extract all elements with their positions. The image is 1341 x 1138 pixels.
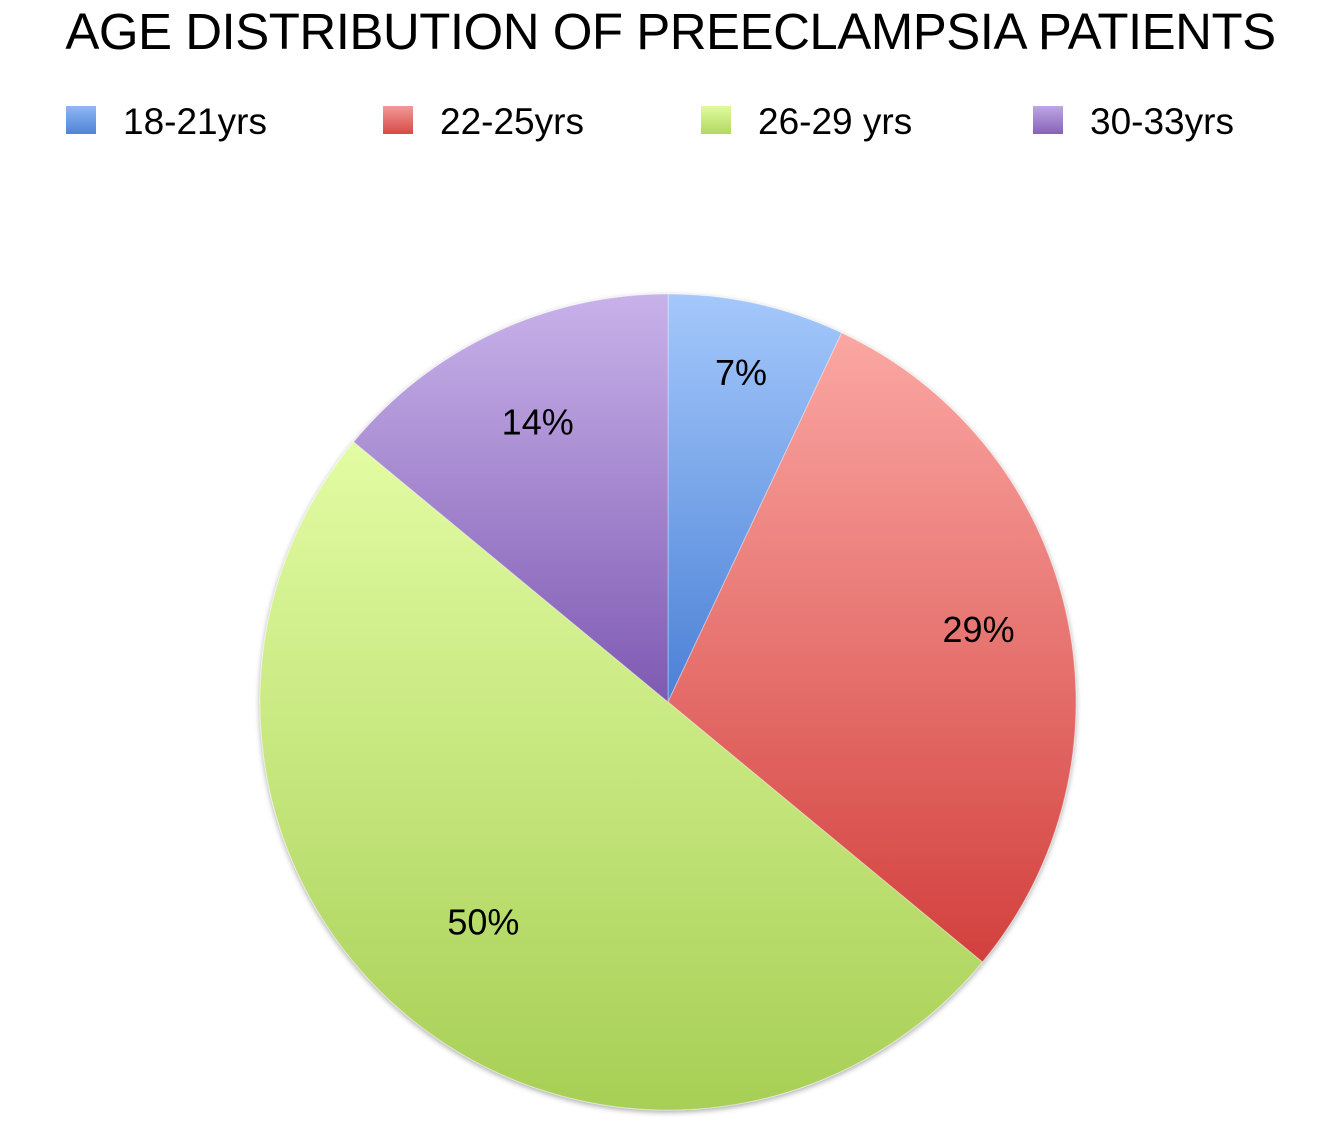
legend-label-22-25: 22-25yrs [440, 101, 584, 142]
legend: 18-21yrs 22-25yrs 26-29 yrs 30-33yrs [0, 100, 1341, 148]
pie-slice-18-21yrs [667, 293, 843, 703]
legend-label-30-33: 30-33yrs [1090, 101, 1234, 142]
legend-swatch-22-25 [383, 106, 413, 134]
pie-labels: 7% 29% 50% 14% [447, 352, 1014, 943]
data-label-26-29yrs: 50% [447, 902, 519, 943]
legend-label-26-29: 26-29 yrs [758, 101, 913, 142]
legend-swatch-26-29 [701, 106, 731, 134]
pie-slice-30-33yrs [352, 293, 669, 704]
legend-label-18-21: 18-21yrs [123, 101, 267, 142]
data-label-22-25yrs: 29% [943, 609, 1015, 650]
data-label-30-33yrs: 14% [502, 402, 574, 443]
pie-slice-22-25yrs [667, 332, 1077, 963]
legend-swatch-18-21 [66, 106, 96, 134]
legend-swatch-30-33 [1033, 106, 1063, 134]
pie-slice-26-29yrs [259, 441, 984, 1111]
chart-title: AGE DISTRIBUTION OF PREECLAMPSIA PATIENT… [65, 3, 1276, 60]
data-label-18-21yrs: 7% [715, 352, 767, 393]
pie-slices [259, 293, 1077, 1111]
